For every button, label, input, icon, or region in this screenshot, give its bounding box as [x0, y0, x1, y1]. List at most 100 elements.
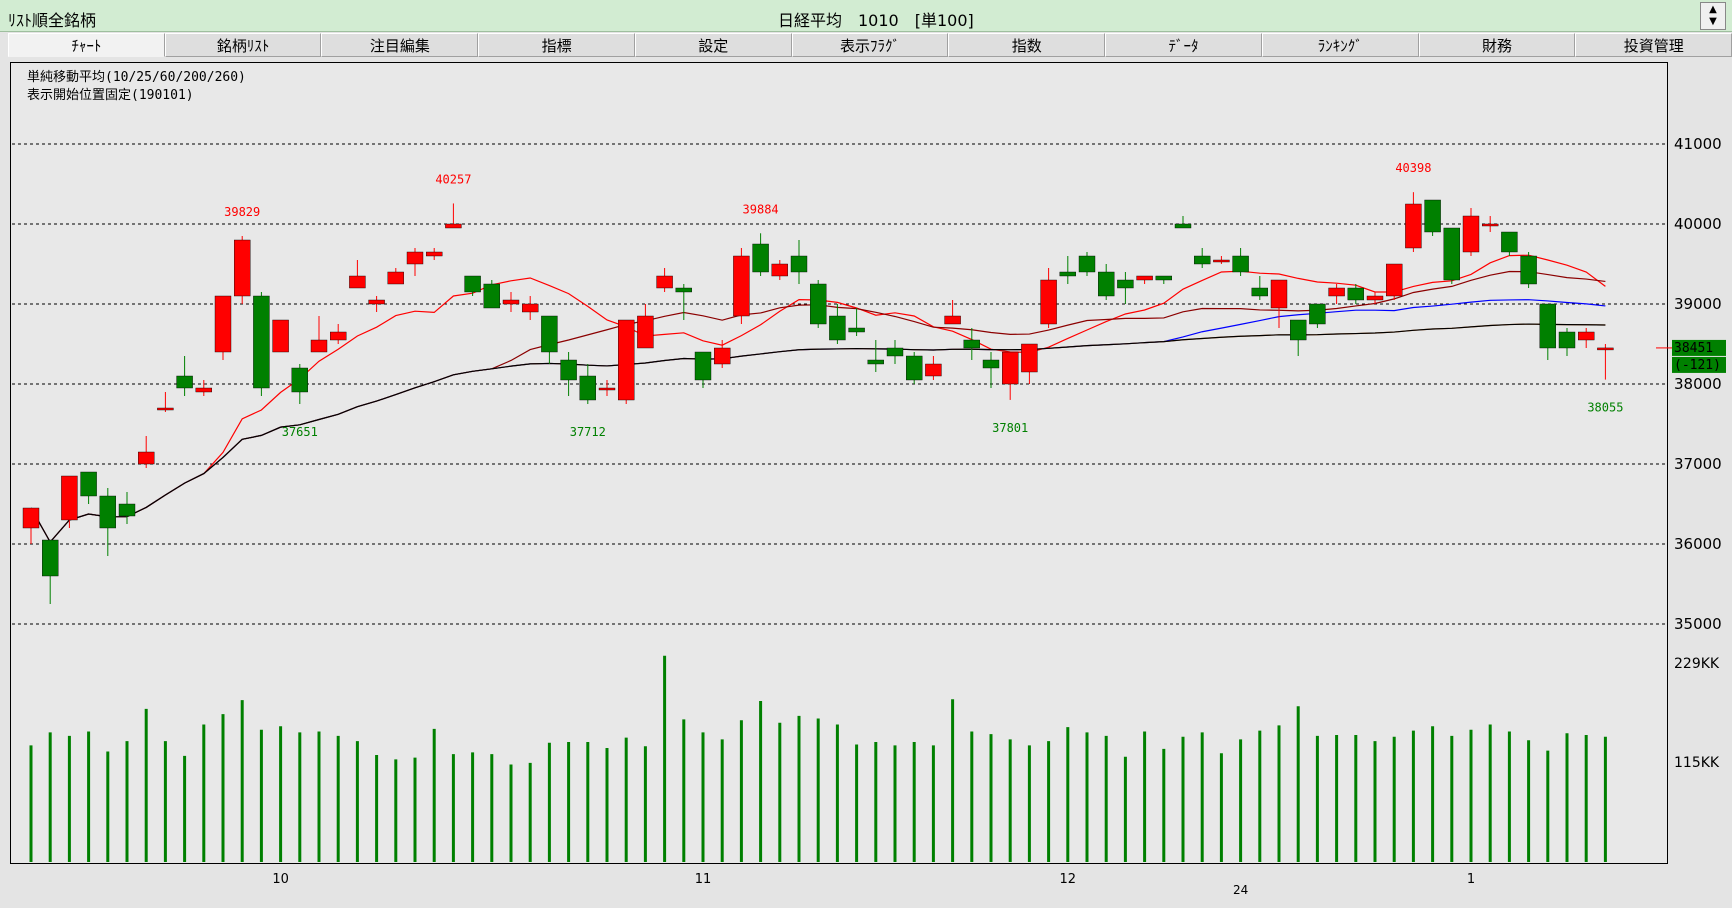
candle-body	[1232, 255, 1249, 273]
candle-body	[1385, 263, 1403, 297]
candle-body	[1021, 343, 1038, 373]
candle-body	[214, 295, 232, 353]
candle-body	[618, 319, 635, 401]
tab-4[interactable]: 設定	[634, 33, 792, 57]
candle-body	[1155, 275, 1173, 281]
candle-body	[848, 327, 865, 333]
tab-5[interactable]: 表示ﾌﾗｸﾞ	[791, 33, 949, 57]
x-tick-label: 10	[272, 872, 289, 887]
candle-body	[310, 339, 328, 353]
candle-body	[1558, 331, 1576, 349]
candle-body	[1501, 231, 1518, 253]
candle-body	[944, 315, 961, 325]
candle-body	[637, 315, 654, 349]
candle-body	[752, 243, 769, 273]
price-tick-label: 40000	[1674, 215, 1722, 233]
candle-body	[886, 347, 904, 357]
high-price-label: 39829	[224, 205, 260, 219]
candle-body	[1174, 223, 1192, 229]
candle-body	[1309, 303, 1326, 325]
title-bar: ﾘｽﾄ順全銘柄 日経平均 1010 [単100] ▲ ▼	[0, 0, 1732, 32]
candle-body	[522, 303, 539, 313]
candle-body	[1424, 199, 1441, 233]
tab-6[interactable]: 指数	[948, 33, 1106, 57]
volume-tick-label: 115KK	[1674, 755, 1720, 771]
tab-7[interactable]: ﾃﾞｰﾀ	[1105, 33, 1262, 57]
year-label: 24	[1233, 883, 1248, 897]
candle-body	[1577, 331, 1595, 341]
x-tick-label: 1	[1467, 872, 1475, 887]
candle-body	[1059, 271, 1077, 277]
candle-body	[675, 287, 692, 293]
candle-body	[1097, 271, 1115, 297]
tab-0[interactable]: ﾁｬｰﾄ	[8, 33, 165, 57]
candle-body	[829, 315, 846, 341]
tab-1[interactable]: 銘柄ﾘｽﾄ	[164, 33, 322, 57]
candle-body	[1462, 215, 1480, 253]
spin-down-icon[interactable]: ▼	[1709, 16, 1717, 27]
candle-body	[1078, 255, 1096, 273]
candle-body	[272, 319, 289, 353]
candle-body	[233, 239, 251, 297]
chart-area[interactable]: 単純移動平均(10/25/60/200/260) 表示開始位置固定(190101…	[10, 62, 1668, 864]
candle-body	[694, 351, 712, 381]
x-tick-label: 11	[695, 872, 712, 887]
last-price-value: 38451	[1674, 341, 1713, 356]
candle-body	[483, 283, 500, 309]
candle-body	[1520, 255, 1537, 285]
candle-body	[1347, 287, 1365, 301]
candle-body	[1289, 319, 1307, 341]
candle-body	[771, 263, 788, 277]
candle-body	[1597, 347, 1614, 351]
price-tick-label: 38000	[1674, 375, 1722, 393]
candle-body	[963, 339, 980, 349]
high-price-label: 40257	[435, 172, 471, 186]
tab-bar: ﾁｬｰﾄ 銘柄ﾘｽﾄ 注目編集 指標 設定 表示ﾌﾗｸﾞ 指数 ﾃﾞｰﾀ ﾗﾝｷﾝｸﾞ 財務 投資管…	[8, 33, 1732, 57]
scroll-spinner[interactable]: ▲ ▼	[1700, 2, 1726, 30]
x-tick-label: 12	[1060, 872, 1077, 887]
tab-10[interactable]: 投資管理	[1575, 33, 1732, 57]
candle-body	[1002, 351, 1019, 385]
tab-8[interactable]: ﾗﾝｷﾝｸﾞ	[1261, 33, 1419, 57]
high-price-label: 39884	[743, 202, 779, 216]
spin-up-icon[interactable]: ▲	[1709, 4, 1717, 15]
candle-body	[99, 495, 117, 529]
candle-body	[1213, 259, 1230, 263]
candle-body	[1366, 295, 1384, 301]
indicator-label: 単純移動平均(10/25/60/200/260)	[27, 70, 246, 85]
low-price-label: 37651	[282, 425, 318, 439]
candle-body	[1539, 303, 1557, 349]
candle-body	[790, 255, 808, 273]
candle-body	[176, 375, 193, 389]
candle-body	[368, 299, 385, 305]
volume-tick-label: 229KK	[1674, 656, 1720, 672]
candle-body	[464, 275, 481, 293]
high-price-label: 40398	[1395, 161, 1431, 175]
candle-body	[253, 295, 270, 389]
candle-body	[598, 387, 616, 391]
tab-9[interactable]: 財務	[1418, 33, 1576, 57]
price-tick-label: 35000	[1674, 615, 1722, 633]
candle-body	[906, 355, 923, 381]
candle-body	[406, 251, 424, 265]
candle-body	[1251, 287, 1269, 297]
tab-3[interactable]: 指標	[478, 33, 635, 57]
price-change-value: (-121)	[1674, 358, 1721, 373]
candle-body	[714, 347, 731, 365]
tab-2[interactable]: 注目編集	[321, 33, 479, 57]
candle-body	[982, 359, 1000, 369]
low-price-label: 37712	[570, 425, 606, 439]
candle-body	[733, 255, 750, 317]
candle-body	[1117, 279, 1134, 289]
price-tick-label: 36000	[1674, 535, 1722, 553]
candle-body	[349, 275, 366, 289]
ma260-line	[30, 323, 1606, 544]
price-tick-label: 39000	[1674, 295, 1722, 313]
candle-body	[1405, 203, 1422, 249]
candle-body	[579, 375, 596, 401]
last-price-badge	[1672, 339, 1726, 356]
candle-body	[1328, 287, 1345, 297]
candle-body	[656, 275, 673, 289]
candle-body	[502, 299, 520, 305]
